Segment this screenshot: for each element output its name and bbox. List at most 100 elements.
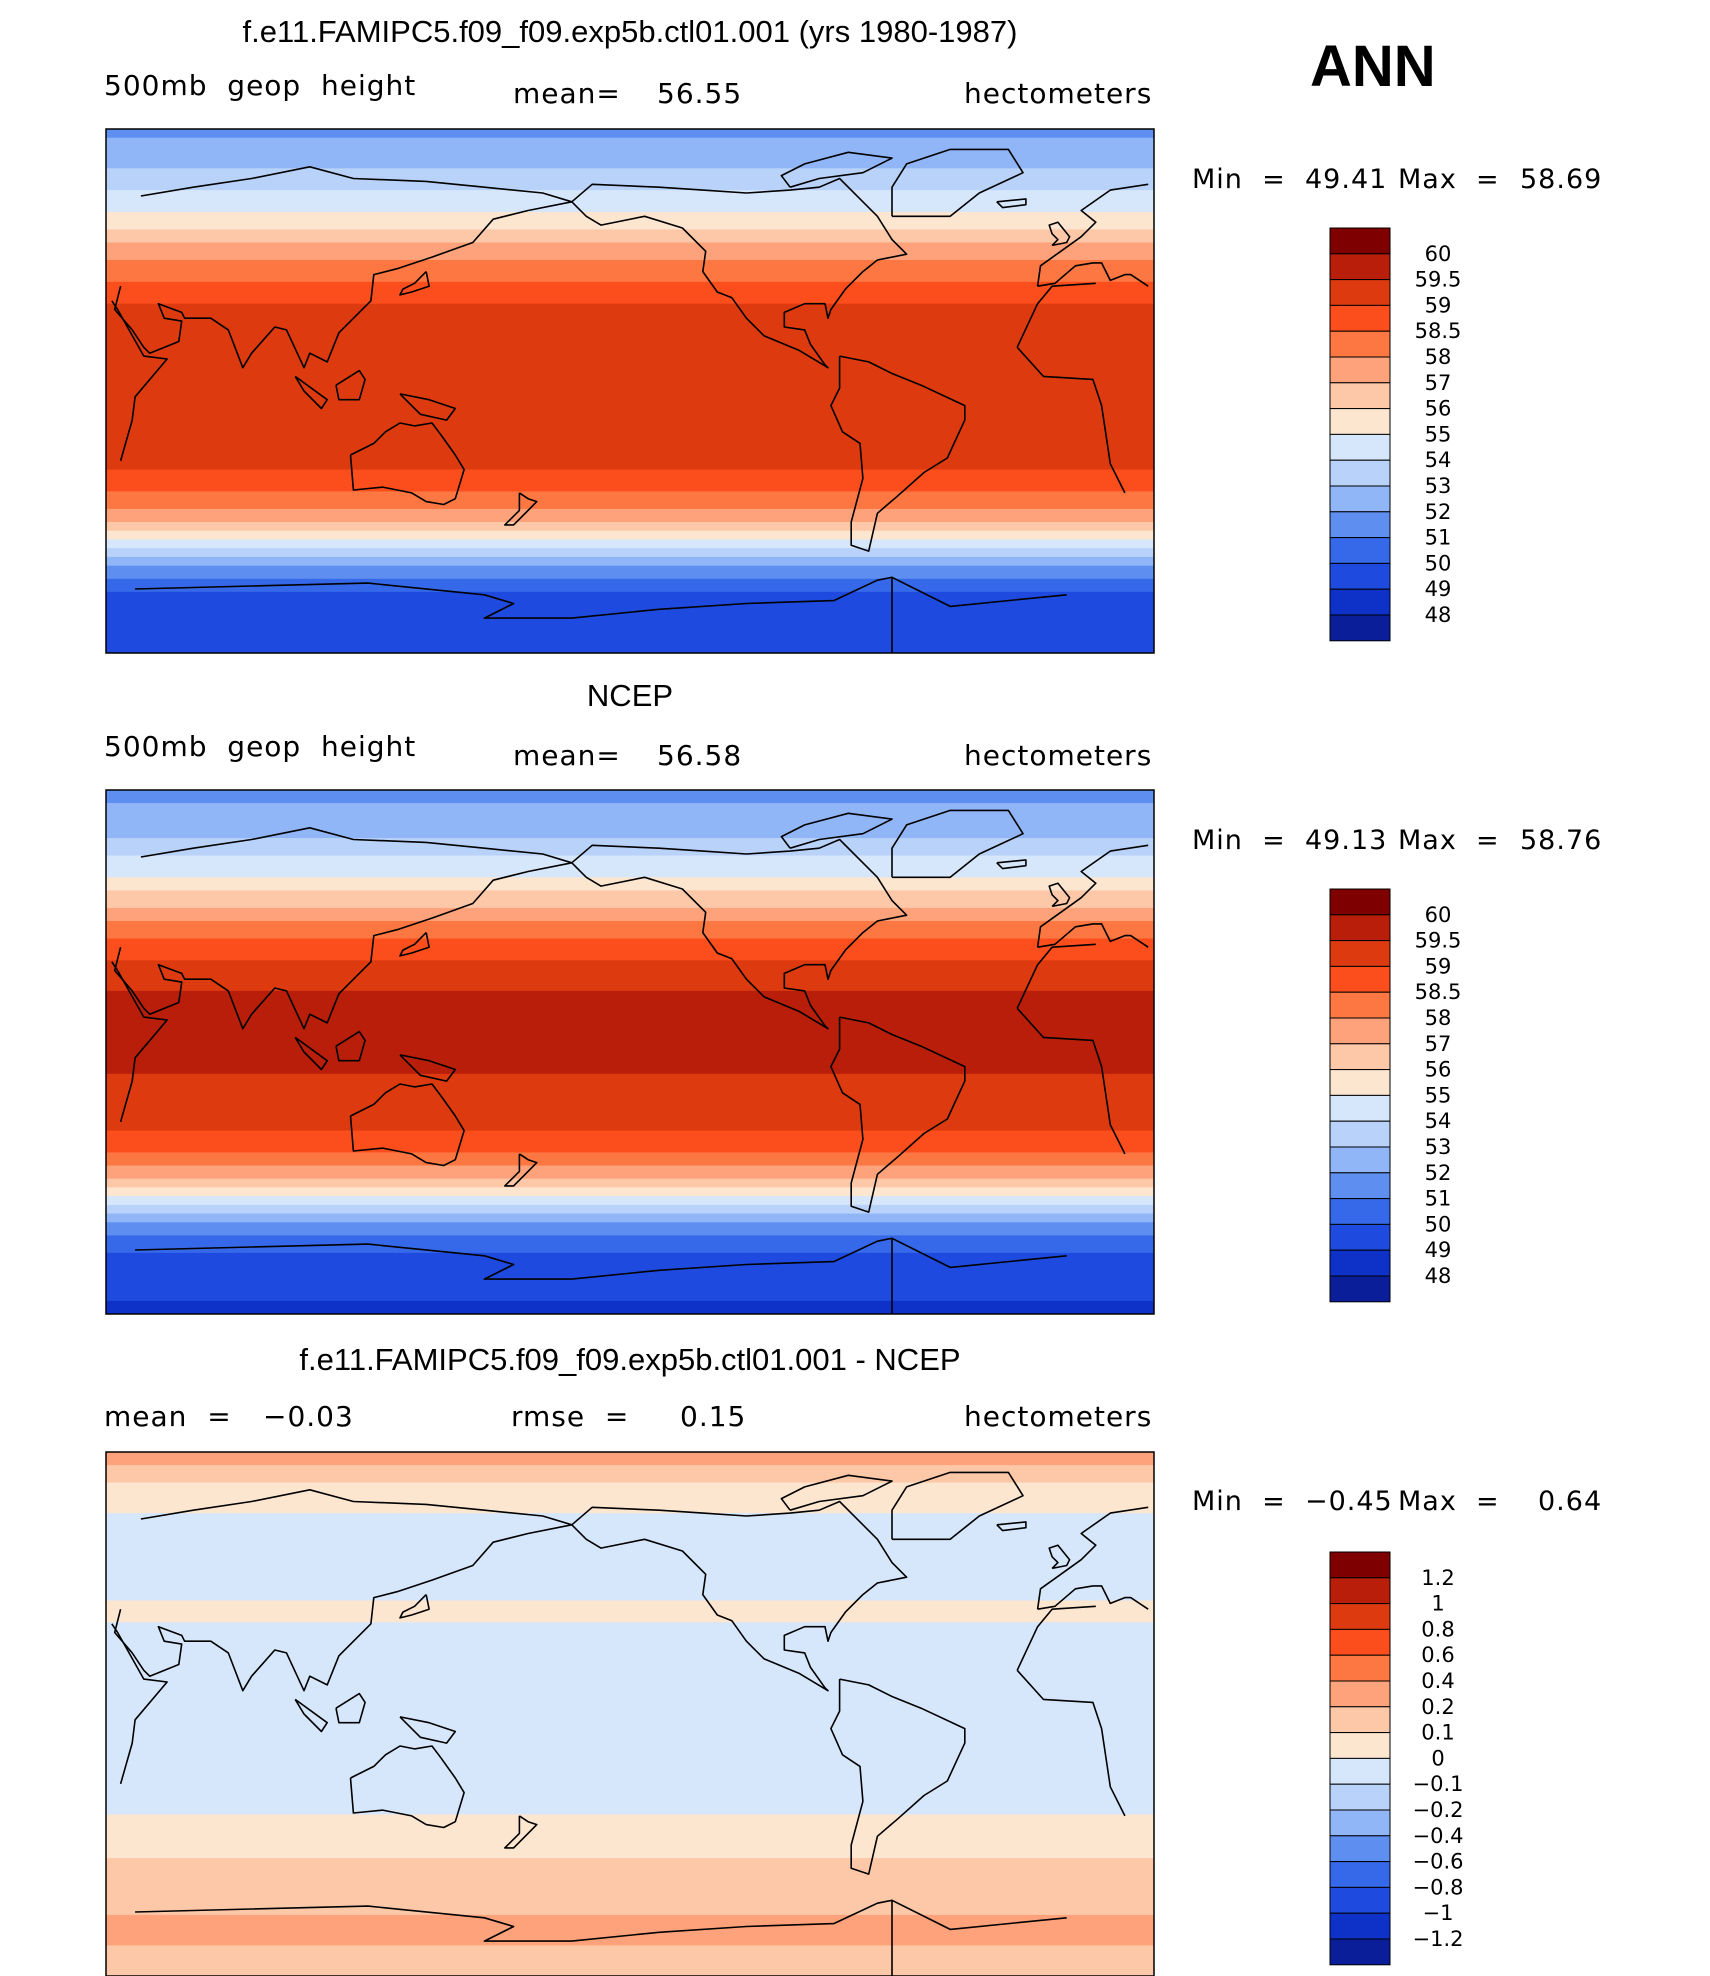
contour-band xyxy=(106,570,1154,575)
contour-band xyxy=(106,242,1154,248)
coastline xyxy=(399,1594,430,1619)
colorbar-tick-label: −0.6 xyxy=(1413,1850,1464,1874)
contour-band xyxy=(106,1543,1154,1549)
colorbar-box xyxy=(1329,1835,1391,1863)
season-label: ANN xyxy=(1310,34,1436,99)
contour-band xyxy=(106,286,1154,292)
contour-band xyxy=(106,1613,1154,1619)
colorbar-box xyxy=(1329,914,1391,942)
contour-band xyxy=(106,829,1154,835)
contour-band xyxy=(106,1100,1154,1105)
contour-band xyxy=(106,1513,1154,1519)
contour-band xyxy=(106,1849,1154,1855)
contour-band xyxy=(106,1139,1154,1145)
contour-band xyxy=(106,1888,1154,1894)
contour-band xyxy=(106,159,1154,165)
contour-band xyxy=(106,1884,1154,1890)
contour-band xyxy=(106,925,1154,931)
contour-band xyxy=(106,207,1154,213)
contour-band xyxy=(106,150,1154,156)
contour-band xyxy=(106,1644,1154,1650)
contour-band xyxy=(106,851,1154,857)
contour-band xyxy=(106,982,1154,988)
contour-band xyxy=(106,478,1154,484)
panel1-map xyxy=(105,128,1155,654)
contour-band xyxy=(106,872,1154,878)
contour-band xyxy=(106,1244,1154,1250)
contour-band xyxy=(106,1845,1154,1850)
coastline xyxy=(111,1605,1126,1817)
contour-band xyxy=(106,1796,1154,1802)
contour-band xyxy=(106,281,1154,287)
colorbar-box xyxy=(1329,965,1391,993)
colorbar-tick-label: 60 xyxy=(1425,903,1452,927)
contour-band xyxy=(106,1744,1154,1750)
contour-band xyxy=(106,890,1154,896)
contour-band xyxy=(106,225,1154,231)
colorbar-box xyxy=(1329,1198,1391,1225)
colorbar-box xyxy=(1329,1551,1391,1579)
contour-band xyxy=(106,351,1154,357)
contour-band xyxy=(106,1069,1154,1075)
contour-band xyxy=(106,1683,1154,1689)
colorbar-tick-label: −0.2 xyxy=(1413,1798,1464,1822)
colorbar-tick-label: 54 xyxy=(1425,448,1452,472)
colorbar-tick-label: 48 xyxy=(1425,603,1452,627)
colorbar-tick-label: 58.5 xyxy=(1415,319,1462,343)
contour-band xyxy=(106,185,1154,191)
contour-band xyxy=(106,203,1154,209)
colorbar-tick-label: 50 xyxy=(1425,551,1452,575)
contour-band xyxy=(106,1587,1154,1593)
contour-band xyxy=(106,1753,1154,1759)
colorbar-tick-label: 49 xyxy=(1425,577,1452,601)
colorbar-tick-label: 58.5 xyxy=(1415,980,1462,1004)
coastline xyxy=(335,369,366,401)
contour-band xyxy=(106,947,1154,953)
contour-band xyxy=(106,1622,1154,1628)
colorbar-tick-label: −0.8 xyxy=(1413,1875,1464,1899)
contour-band xyxy=(106,631,1154,637)
colorbar-box xyxy=(1329,991,1391,1019)
contour-band xyxy=(106,644,1154,650)
contour-band xyxy=(106,338,1154,344)
colorbar-box xyxy=(1329,1603,1391,1630)
contour-band xyxy=(106,1086,1154,1092)
contour-band xyxy=(106,1766,1154,1772)
contour-band xyxy=(106,325,1154,331)
contour-band xyxy=(106,220,1154,226)
coastline xyxy=(891,148,1024,218)
contour-band xyxy=(106,198,1154,204)
colorbar-box xyxy=(1329,511,1391,539)
contour-band xyxy=(106,1561,1154,1567)
contour-band xyxy=(106,1508,1154,1514)
contour-band xyxy=(106,1196,1154,1202)
contour-band xyxy=(106,504,1154,510)
contour-band xyxy=(106,1762,1154,1767)
contour-band xyxy=(106,1901,1154,1907)
contour-band xyxy=(106,142,1154,148)
contour-band xyxy=(106,1792,1154,1798)
contour-band xyxy=(106,960,1154,966)
panel1-units: hectometers xyxy=(964,77,1153,110)
contour-band xyxy=(106,1460,1154,1466)
contour-band xyxy=(106,1065,1154,1071)
contour-band xyxy=(106,794,1154,800)
contour-band xyxy=(106,1748,1154,1754)
contour-band xyxy=(106,903,1154,909)
contour-band xyxy=(106,1635,1154,1641)
coastline xyxy=(1048,221,1071,247)
contour-band xyxy=(106,408,1154,414)
contour-band xyxy=(106,1967,1154,1973)
contour-band xyxy=(106,859,1154,865)
contour-band xyxy=(106,1178,1154,1184)
contour-band xyxy=(106,912,1154,918)
colorbar-box xyxy=(1329,1577,1391,1605)
contour-band xyxy=(106,1639,1154,1645)
contour-band xyxy=(106,1217,1154,1223)
contour-band xyxy=(106,1213,1154,1219)
contour-band xyxy=(106,1679,1154,1685)
contour-band xyxy=(106,1156,1154,1162)
contour-band xyxy=(106,1617,1154,1623)
coastline xyxy=(996,859,1027,870)
